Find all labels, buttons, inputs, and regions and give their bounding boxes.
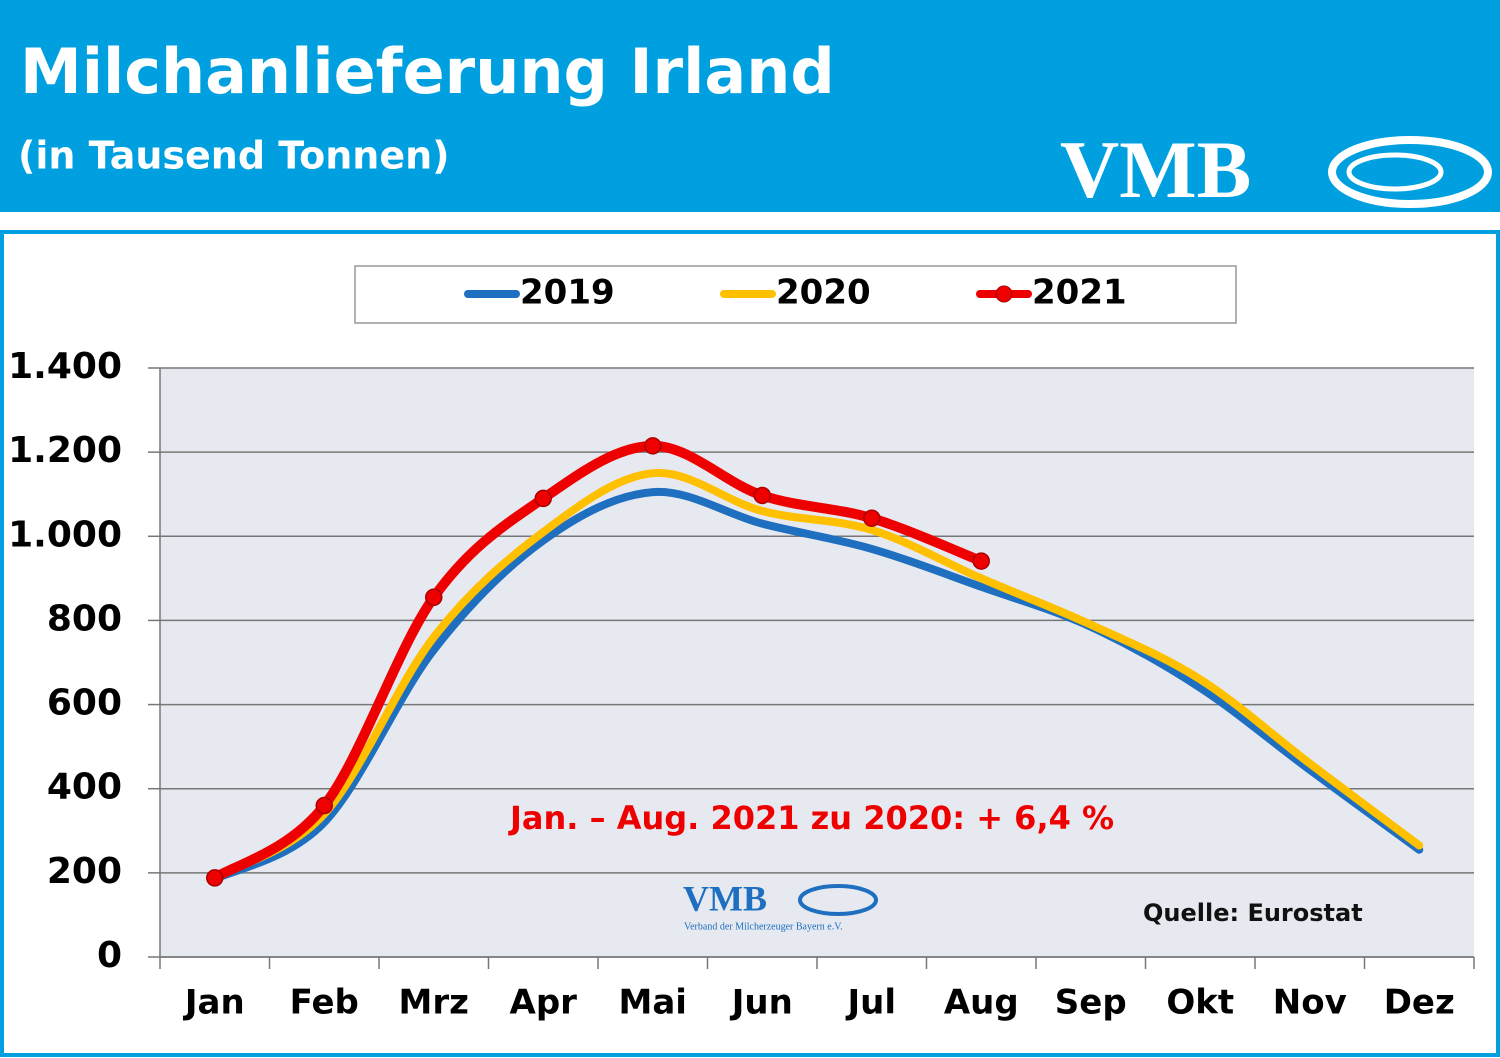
legend-label: 2021: [1032, 273, 1127, 313]
source: Quelle: Eurostat: [1143, 899, 1363, 927]
legend-label: 2019: [520, 273, 615, 313]
marker: [534, 489, 552, 508]
y-tick-label: 1.400: [8, 346, 122, 387]
x-tick-label: Jun: [730, 983, 793, 1023]
marker: [425, 588, 443, 607]
y-tick-label: 200: [47, 851, 122, 892]
legend-label: 2020: [776, 273, 871, 313]
x-tick-label: Nov: [1273, 983, 1347, 1023]
watermark-swoosh: [798, 884, 878, 916]
marker: [206, 869, 224, 887]
legend-marker: [995, 285, 1013, 303]
x-tick-label: Aug: [944, 983, 1019, 1023]
logo-swoosh: [1346, 152, 1444, 192]
marker: [863, 509, 881, 527]
line: [210, 469, 1424, 882]
header-band: [0, 0, 1500, 212]
legend: [354, 265, 1237, 324]
logo: VMB: [1060, 124, 1251, 215]
x-tick-label: Mrz: [399, 983, 469, 1023]
y-tick-label: 800: [47, 598, 122, 639]
y-tick-label: 600: [47, 683, 122, 724]
marker: [644, 437, 662, 455]
x-tick-label: Jul: [845, 983, 896, 1023]
logo-swoosh: [1328, 136, 1492, 208]
title: Milchanlieferung Irland: [20, 35, 835, 108]
marker: [315, 796, 333, 815]
subtitle: (in Tausend Tonnen): [18, 134, 450, 178]
line: [210, 488, 1424, 884]
x-tick-label: Okt: [1166, 983, 1234, 1023]
x-tick-label: Mai: [619, 983, 687, 1023]
x-tick-label: Dez: [1384, 983, 1455, 1023]
marker: [972, 552, 990, 570]
watermark-text: Verband der Milcherzeuger Bayern e.V.: [684, 921, 843, 932]
marker: [753, 486, 771, 505]
annotation: Jan. – Aug. 2021 zu 2020: + 6,4 %: [508, 799, 1114, 837]
watermark-logo: VMB: [683, 878, 767, 918]
y-tick-label: 0: [97, 935, 122, 976]
x-tick-label: Sep: [1055, 983, 1127, 1023]
y-tick-label: 1.000: [8, 514, 122, 555]
x-tick-label: Feb: [290, 983, 359, 1023]
line: [209, 440, 987, 883]
chart-frame: [0, 230, 1500, 1057]
x-tick-label: Apr: [510, 983, 578, 1023]
plot-area: [160, 368, 1474, 957]
x-tick-label: Jan: [183, 983, 245, 1023]
y-tick-label: 400: [47, 767, 122, 808]
y-tick-label: 1.200: [8, 430, 122, 471]
